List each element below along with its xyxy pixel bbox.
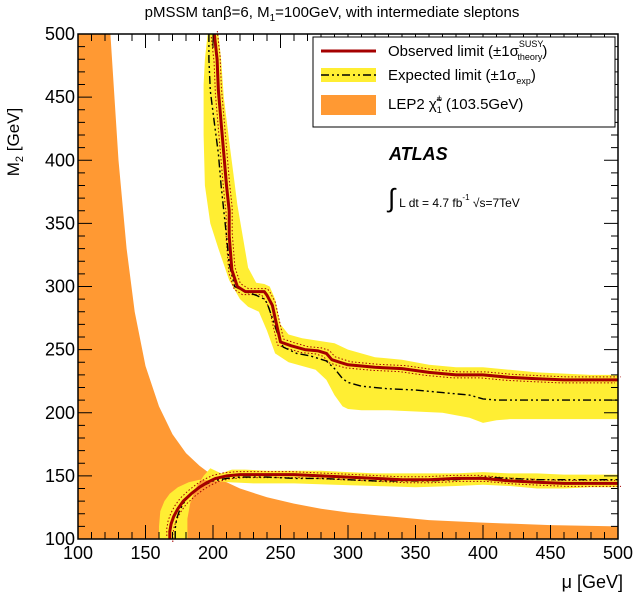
- y-axis-label: M2 [GeV]: [4, 108, 26, 176]
- y-tick-label: 100: [45, 529, 75, 549]
- atlas-label: ATLAS: [388, 144, 448, 164]
- expected-limit-upper: [208, 34, 618, 401]
- legend-lep-swatch: [321, 95, 376, 115]
- x-tick-label: 400: [468, 543, 498, 563]
- y-tick-label: 350: [45, 213, 75, 233]
- x-tick-label: 200: [198, 543, 228, 563]
- x-axis-label: μ [GeV]: [562, 572, 623, 592]
- observed-limit-lower: [168, 473, 618, 539]
- expected-band-lower: [159, 468, 618, 539]
- x-tick-label: 300: [333, 543, 363, 563]
- lep2-exclusion-region: [78, 34, 618, 539]
- y-tick-label: 400: [45, 150, 75, 170]
- x-tick-label: 450: [535, 543, 565, 563]
- y-tick-label: 450: [45, 87, 75, 107]
- observed-limit-upper: [212, 33, 618, 382]
- observed-theory-lower-1: [172, 477, 621, 542]
- y-tick-label: 250: [45, 340, 75, 360]
- y-tick-label: 300: [45, 277, 75, 297]
- luminosity-label: ∫ L dt = 4.7 fb-1 √s=7TeV: [386, 183, 520, 213]
- x-tick-label: 350: [400, 543, 430, 563]
- legend-lep-label: LEP2 χ̃± 1 (103.5GeV): [388, 93, 523, 115]
- observed-theory-upper-0: [216, 30, 621, 378]
- y-tick-label: 150: [45, 466, 75, 486]
- x-tick-label: 150: [130, 543, 160, 563]
- axis-ticks: 100 150 200 250 300 350 400 450 500 100 150 200 250 3…: [45, 24, 633, 563]
- plot-area: [78, 30, 621, 542]
- y-tick-label: 200: [45, 403, 75, 423]
- x-tick-label: 500: [603, 543, 633, 563]
- x-tick-label: 100: [63, 543, 93, 563]
- observed-theory-upper-1: [210, 36, 615, 384]
- chart-title: pMSSM tanβ=6, M1=100GeV, with intermedia…: [145, 4, 520, 24]
- y-tick-label: 500: [45, 24, 75, 44]
- observed-theory-lower-0: [166, 471, 615, 536]
- legend-expected-label: Expected limit (±1σexp): [388, 67, 536, 86]
- x-tick-label: 250: [265, 543, 295, 563]
- legend-observed-label: Observed limit (±1σSUSY theory): [388, 39, 547, 62]
- legend: Observed limit (±1σSUSY theory) Expected …: [312, 36, 616, 128]
- expected-band-upper: [203, 34, 618, 423]
